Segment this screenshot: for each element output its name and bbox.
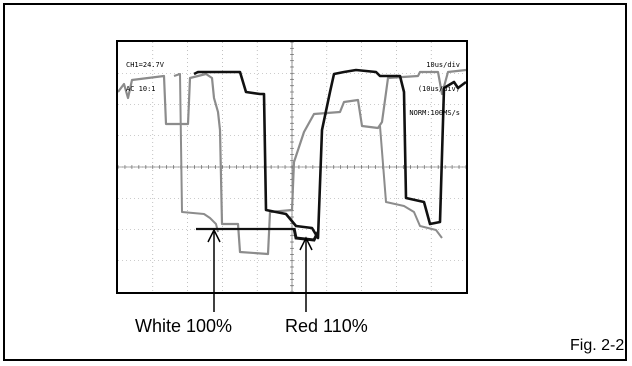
- waveform-plot: [118, 42, 466, 292]
- readout-line-timebase-sub: (10us/div): [417, 85, 460, 93]
- readout-line-ch: CH1=24.7V: [126, 61, 164, 69]
- readout-line-sample: NORM:100MS/s: [409, 109, 460, 117]
- trace-black: [193, 68, 466, 240]
- arrow-red: [299, 236, 313, 312]
- trace-gray: [118, 68, 466, 256]
- readout-channel: CH1=24.7V AC 10:1: [126, 45, 164, 109]
- label-red-110: Red 110%: [285, 316, 368, 336]
- readout-timebase: 10us/div (10us/div) NORM:100MS/s: [409, 45, 460, 133]
- trace-gray-secondary: [173, 73, 219, 233]
- arrow-white: [207, 228, 221, 312]
- label-white-100: White 100%: [135, 316, 233, 336]
- trace-gray-tertiary: [379, 125, 443, 239]
- oscilloscope-screen: CH1=24.7V AC 10:1 10us/div (10us/div) NO…: [116, 40, 468, 294]
- figure-caption: Fig. 2-2: [570, 337, 625, 354]
- readout-line-ac: AC 10:1: [126, 85, 156, 93]
- readout-line-timebase: 10us/div: [426, 61, 460, 69]
